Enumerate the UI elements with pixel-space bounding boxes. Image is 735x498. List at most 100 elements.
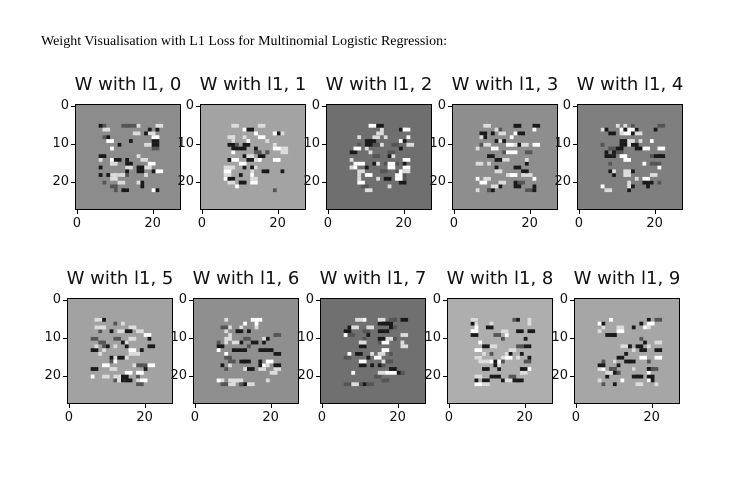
weight-cell [513, 184, 522, 189]
x-tick-label: 0 [444, 410, 454, 425]
weight-cell [139, 348, 144, 352]
weight-cell [220, 382, 229, 387]
weight-cell [376, 131, 384, 136]
weight-heatmap [575, 299, 679, 403]
x-tick-mark [152, 210, 154, 214]
x-tick-label: 0 [64, 410, 74, 425]
weight-cell [231, 158, 239, 162]
weight-cell [627, 188, 631, 193]
weight-cell [474, 321, 479, 326]
weight-cell [506, 173, 514, 177]
weight-cell [493, 374, 501, 379]
weight-cell [238, 180, 247, 185]
weight-cell [517, 180, 525, 185]
weight-cell [376, 161, 380, 166]
weight-cell [385, 336, 393, 341]
x-tick-label: 0 [323, 216, 333, 231]
weight-cell [389, 325, 393, 330]
weight-cell [370, 352, 374, 356]
weight-cell [364, 165, 369, 170]
weight-cell [608, 169, 613, 174]
weight-cell [272, 131, 277, 136]
weight-cell [609, 317, 613, 322]
weight-cell [265, 336, 270, 341]
weight-cell [402, 165, 411, 170]
weight-cell [532, 188, 537, 193]
weight-cell [619, 150, 624, 155]
weight-cell [646, 321, 655, 326]
y-tick-mark [570, 375, 574, 377]
y-tick-label: 20 [44, 367, 61, 383]
weight-cell [140, 184, 145, 189]
weight-cell [532, 127, 537, 132]
x-tick-label: 0 [72, 216, 82, 231]
x-tick-mark [651, 404, 653, 408]
weight-cell [377, 317, 386, 322]
weight-cell [494, 139, 499, 143]
weight-heatmap [76, 105, 180, 209]
weight-cell [400, 344, 409, 349]
weight-cell [385, 321, 393, 326]
weight-cell [501, 378, 505, 383]
x-tick-mark [453, 210, 455, 214]
weight-cell [380, 127, 384, 132]
weight-cell [110, 173, 118, 177]
weight-cell [140, 180, 145, 185]
weight-cell [616, 329, 625, 334]
y-tick-mark [573, 181, 577, 183]
weight-cell [516, 355, 520, 360]
weight-cell [102, 348, 106, 352]
weight-cell [619, 127, 624, 132]
weight-cell [646, 378, 651, 383]
weight-cell [619, 131, 624, 136]
weight-cell [513, 131, 522, 136]
weight-cell [623, 127, 628, 132]
x-tick-mark [321, 404, 323, 408]
weight-cell [257, 158, 262, 162]
weight-cell [139, 378, 148, 383]
weight-cell [216, 348, 221, 352]
weight-cell [374, 355, 382, 360]
weight-cell [98, 158, 103, 162]
weight-cell [151, 139, 160, 143]
weight-cell [600, 142, 605, 147]
weight-cell [227, 158, 232, 162]
weight-cell [493, 359, 501, 364]
x-tick-label: 20 [521, 216, 538, 231]
weight-cell [402, 139, 407, 143]
weight-cell [498, 127, 503, 132]
weight-cell [113, 158, 122, 162]
weight-cell [239, 325, 244, 330]
y-tick-mark [573, 105, 577, 107]
weight-cell [508, 348, 517, 352]
weight-cell [612, 382, 617, 387]
weight-cell [343, 382, 352, 387]
y-tick-mark [316, 299, 320, 301]
weight-cell [502, 158, 506, 162]
weight-cell [239, 359, 247, 364]
weight-cell [357, 176, 362, 181]
weight-cell [406, 135, 411, 140]
x-tick-label: 20 [389, 410, 406, 425]
weight-cell [155, 123, 164, 128]
weight-cell [474, 374, 483, 379]
weight-cell [121, 378, 125, 383]
weight-cell [228, 333, 232, 337]
weight-cell [262, 340, 266, 345]
weight-cell [227, 142, 236, 147]
weight-cell [364, 146, 369, 151]
weight-cell [102, 180, 107, 185]
weight-cell [601, 359, 606, 364]
weight-cell [125, 173, 129, 177]
weight-cell [361, 184, 369, 189]
weight-cell [357, 161, 365, 166]
weight-cell [247, 344, 251, 349]
weight-cell [604, 188, 613, 193]
weight-cell [482, 367, 490, 371]
weight-cell [487, 188, 491, 193]
weight-heatmap [327, 105, 431, 209]
y-tick-mark [322, 105, 326, 107]
weight-cell [646, 370, 651, 375]
heatmap-background [321, 299, 425, 403]
panel-title: W with l1, 5 [66, 268, 174, 289]
